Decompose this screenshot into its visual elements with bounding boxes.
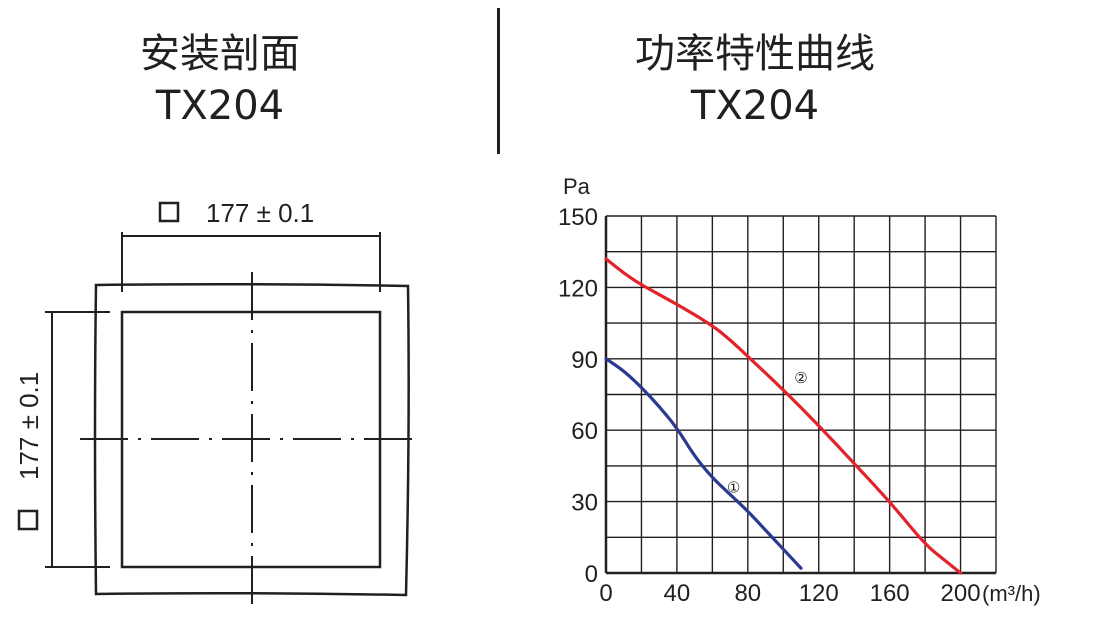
x-tick-label: 160 — [870, 580, 910, 607]
series-line-2 — [604, 257, 963, 575]
y-axis-label: Pa — [563, 174, 591, 199]
x-tick-label: 200 — [941, 580, 981, 607]
x-axis-unit: (m³/h) — [982, 581, 1041, 606]
x-tick-label: 80 — [734, 580, 761, 607]
right-section-header: 功率特性曲线 TX204 — [590, 28, 920, 132]
y-tick-label: 30 — [571, 490, 598, 517]
y-tick-label: 150 — [558, 204, 598, 231]
right-model-label: TX204 — [690, 83, 820, 129]
performance-curve-title: 功率特性曲线 — [635, 31, 875, 77]
y-tick-label: 90 — [571, 347, 598, 374]
y-tick-label: 120 — [558, 275, 598, 302]
section-divider — [497, 8, 500, 154]
x-tick-label: 120 — [799, 580, 839, 607]
y-tick-label: 60 — [571, 418, 598, 445]
y-tick-label: 0 — [585, 561, 598, 588]
installation-section-title: 安装剖面 — [140, 31, 300, 77]
x-tick-label: 40 — [664, 580, 691, 607]
chart-grid — [604, 215, 997, 575]
left-section-header: 安装剖面 TX204 — [70, 28, 370, 132]
curve-marker-2: ② — [794, 370, 807, 387]
series-line-1 — [604, 357, 803, 570]
x-tick-label: 0 — [599, 580, 612, 607]
left-model-label: TX204 — [155, 83, 285, 129]
curve-marker-1: ① — [727, 479, 740, 496]
